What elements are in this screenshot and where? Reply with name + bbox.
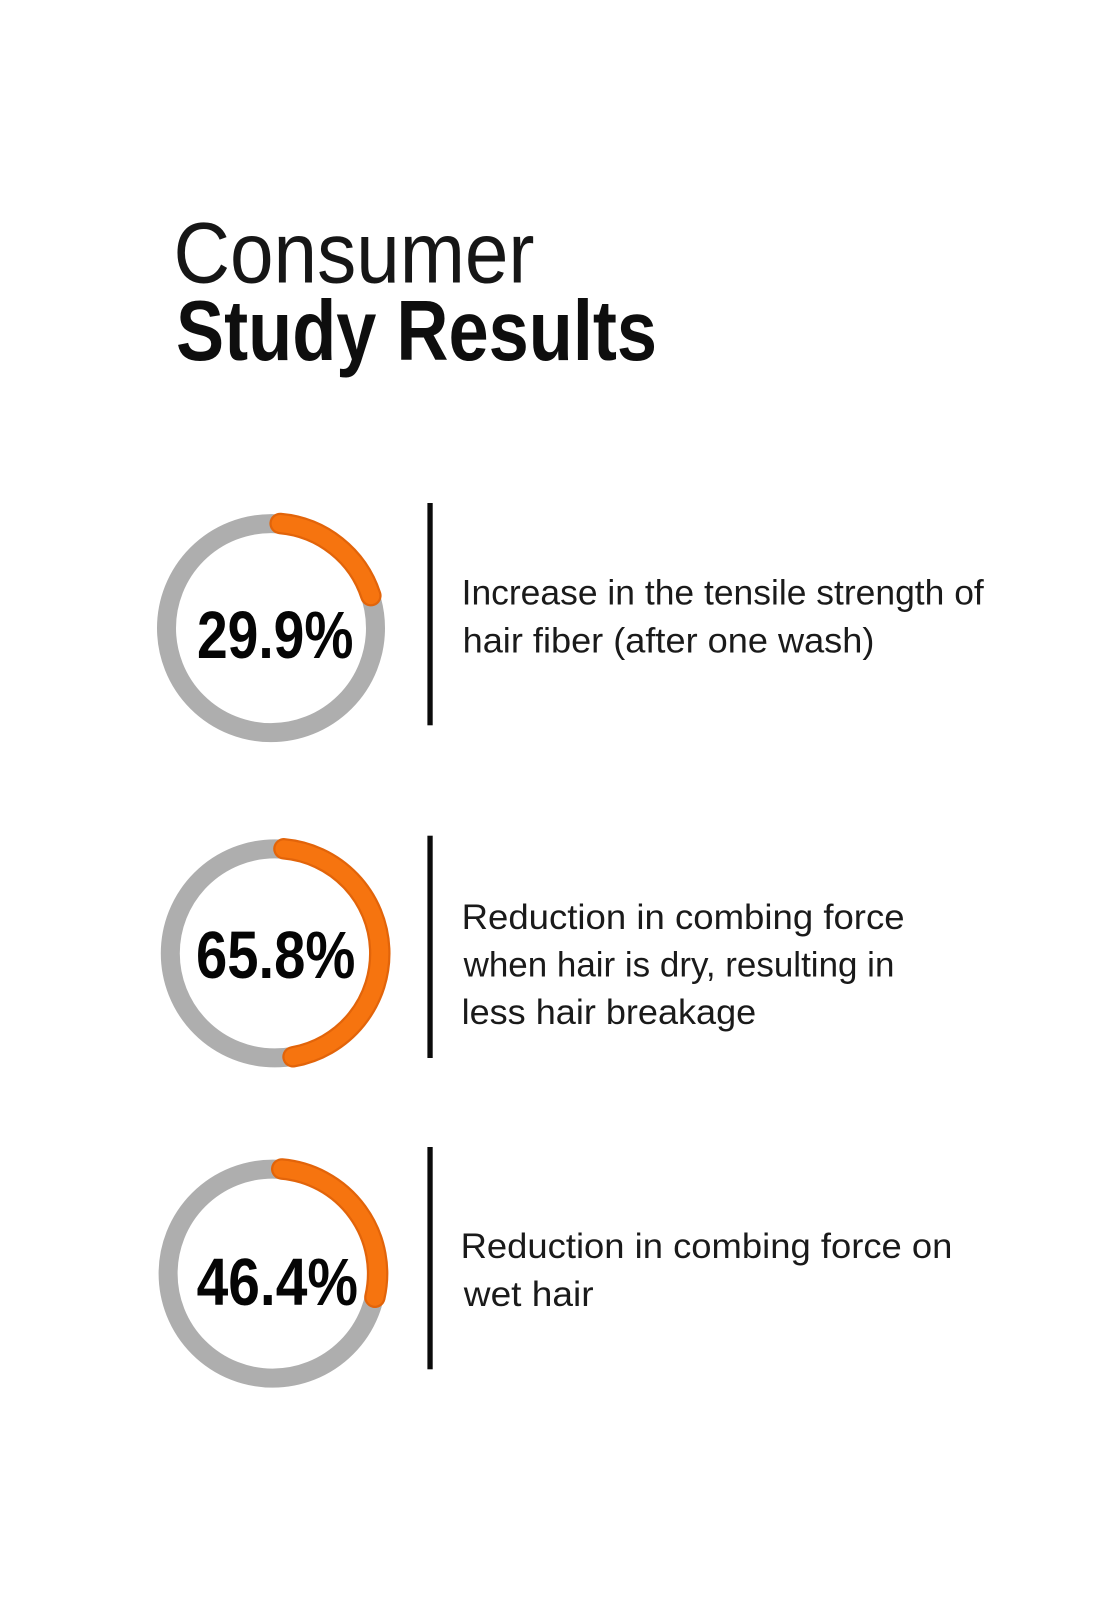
svg-text:wet hair: wet hair bbox=[463, 1275, 594, 1314]
svg-text:hair fiber (after one wash): hair fiber (after one wash) bbox=[463, 621, 875, 660]
svg-text:Reduction in combing force on: Reduction in combing force on bbox=[461, 1227, 953, 1266]
svg-text:46.4%: 46.4% bbox=[197, 1246, 358, 1320]
svg-text:when hair is dry, resulting in: when hair is dry, resulting in bbox=[463, 946, 895, 985]
svg-text:29.9%: 29.9% bbox=[197, 599, 353, 673]
svg-text:Study Results: Study Results bbox=[176, 284, 657, 379]
svg-text:Reduction in combing force: Reduction in combing force bbox=[462, 898, 905, 937]
svg-text:Consumer: Consumer bbox=[174, 206, 535, 302]
svg-text:less hair breakage: less hair breakage bbox=[462, 993, 757, 1032]
svg-text:65.8%: 65.8% bbox=[196, 919, 355, 993]
svg-text:Increase in the tensile streng: Increase in the tensile strength of bbox=[462, 574, 984, 613]
